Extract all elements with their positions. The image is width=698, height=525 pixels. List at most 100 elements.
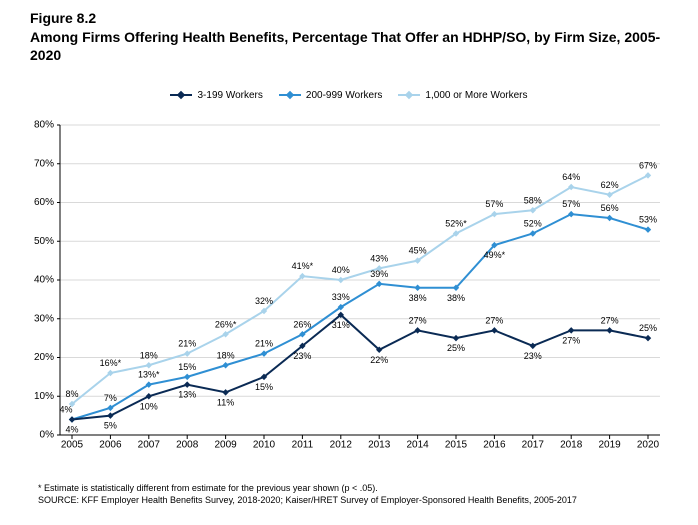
marker — [69, 416, 75, 422]
marker — [414, 285, 420, 291]
figure-number: Figure 8.2 — [30, 10, 670, 26]
figure-title: Among Firms Offering Health Benefits, Pe… — [30, 28, 670, 64]
data-label: 13% — [178, 390, 196, 400]
x-tick-label: 2013 — [368, 439, 391, 450]
series-line — [72, 315, 648, 420]
legend-swatch — [279, 94, 301, 96]
data-label: 62% — [601, 180, 619, 190]
x-tick-label: 2015 — [445, 439, 468, 450]
legend-swatch — [398, 94, 420, 96]
y-tick-label: 40% — [34, 275, 54, 286]
data-label: 27% — [485, 315, 503, 325]
data-label: 53% — [639, 215, 657, 225]
data-label: 67% — [639, 160, 657, 170]
data-label: 52% — [524, 219, 542, 229]
y-tick-label: 10% — [34, 391, 54, 402]
data-label: 11% — [217, 397, 234, 407]
data-label: 15% — [178, 362, 196, 372]
marker — [606, 327, 612, 333]
y-tick-label: 50% — [34, 236, 54, 247]
footnote-star: * Estimate is statistically different fr… — [38, 482, 577, 495]
marker — [338, 277, 344, 283]
marker — [530, 343, 536, 349]
data-label: 38% — [447, 293, 465, 303]
marker — [491, 327, 497, 333]
legend-swatch — [170, 94, 192, 96]
y-tick-label: 30% — [34, 313, 54, 324]
y-tick-label: 70% — [34, 158, 54, 169]
data-label: 38% — [409, 293, 427, 303]
data-label: 18% — [217, 350, 235, 360]
marker — [184, 381, 190, 387]
data-label: 27% — [409, 315, 427, 325]
y-tick-label: 60% — [34, 197, 54, 208]
data-label: 27% — [562, 335, 580, 345]
marker — [453, 335, 459, 341]
data-label: 56% — [601, 203, 619, 213]
data-label: 4% — [65, 425, 78, 435]
marker — [146, 362, 152, 368]
marker — [645, 335, 651, 341]
x-tick-label: 2010 — [253, 439, 276, 450]
figure: Figure 8.2 Among Firms Offering Health B… — [0, 0, 698, 525]
data-label: 7% — [104, 393, 117, 403]
data-label: 33% — [332, 292, 350, 302]
data-label: 8% — [65, 389, 78, 399]
marker — [645, 226, 651, 232]
x-tick-label: 2008 — [176, 439, 199, 450]
legend: 3-199 Workers 200-999 Workers 1,000 or Mor… — [0, 88, 698, 101]
data-label: 21% — [255, 339, 273, 349]
data-label: 4% — [59, 405, 72, 415]
x-tick-label: 2009 — [214, 439, 237, 450]
data-label: 26% — [293, 319, 311, 329]
legend-label: 1,000 or More Workers — [425, 90, 527, 101]
legend-item: 200-999 Workers — [279, 90, 383, 101]
x-tick-label: 2014 — [406, 439, 429, 450]
legend-label: 3-199 Workers — [197, 90, 262, 101]
chart-svg: 0%10%20%30%40%50%60%70%80%20052006200720… — [50, 115, 670, 455]
data-label: 27% — [601, 315, 619, 325]
data-label: 57% — [485, 199, 503, 209]
data-label: 10% — [140, 401, 158, 411]
data-label: 25% — [447, 343, 465, 353]
x-tick-label: 2016 — [483, 439, 506, 450]
x-tick-label: 2011 — [292, 439, 314, 450]
data-label: 23% — [524, 351, 542, 361]
legend-item: 3-199 Workers — [170, 90, 262, 101]
y-tick-label: 0% — [40, 430, 55, 441]
data-label: 45% — [409, 246, 427, 256]
y-tick-label: 20% — [34, 352, 54, 363]
data-label: 21% — [178, 339, 196, 349]
data-label: 58% — [524, 195, 542, 205]
data-label: 57% — [562, 199, 580, 209]
data-label: 39% — [370, 269, 388, 279]
marker — [184, 374, 190, 380]
x-tick-label: 2012 — [330, 439, 353, 450]
data-label: 41%* — [292, 261, 314, 271]
data-label: 25% — [639, 323, 657, 333]
data-label: 18% — [140, 350, 158, 360]
data-label: 16%* — [100, 358, 122, 368]
data-label: 40% — [332, 265, 350, 275]
marker — [606, 215, 612, 221]
data-label: 22% — [370, 355, 388, 365]
plot-area: 0%10%20%30%40%50%60%70%80%20052006200720… — [50, 115, 670, 455]
footnote-source: SOURCE: KFF Employer Health Benefits Sur… — [38, 494, 577, 507]
data-label: 15% — [255, 382, 273, 392]
x-tick-label: 2006 — [99, 439, 122, 450]
data-label: 26%* — [215, 319, 237, 329]
legend-item: 1,000 or More Workers — [398, 90, 527, 101]
x-tick-label: 2017 — [522, 439, 545, 450]
y-tick-label: 80% — [34, 120, 54, 131]
data-label: 23% — [293, 351, 311, 361]
marker — [568, 327, 574, 333]
data-label: 31% — [332, 320, 350, 330]
x-tick-label: 2019 — [598, 439, 621, 450]
marker — [222, 389, 228, 395]
footnotes: * Estimate is statistically different fr… — [38, 482, 577, 507]
series-line — [72, 214, 648, 419]
x-tick-label: 2005 — [61, 439, 84, 450]
data-label: 43% — [370, 253, 388, 263]
x-tick-label: 2018 — [560, 439, 583, 450]
data-label: 32% — [255, 296, 273, 306]
